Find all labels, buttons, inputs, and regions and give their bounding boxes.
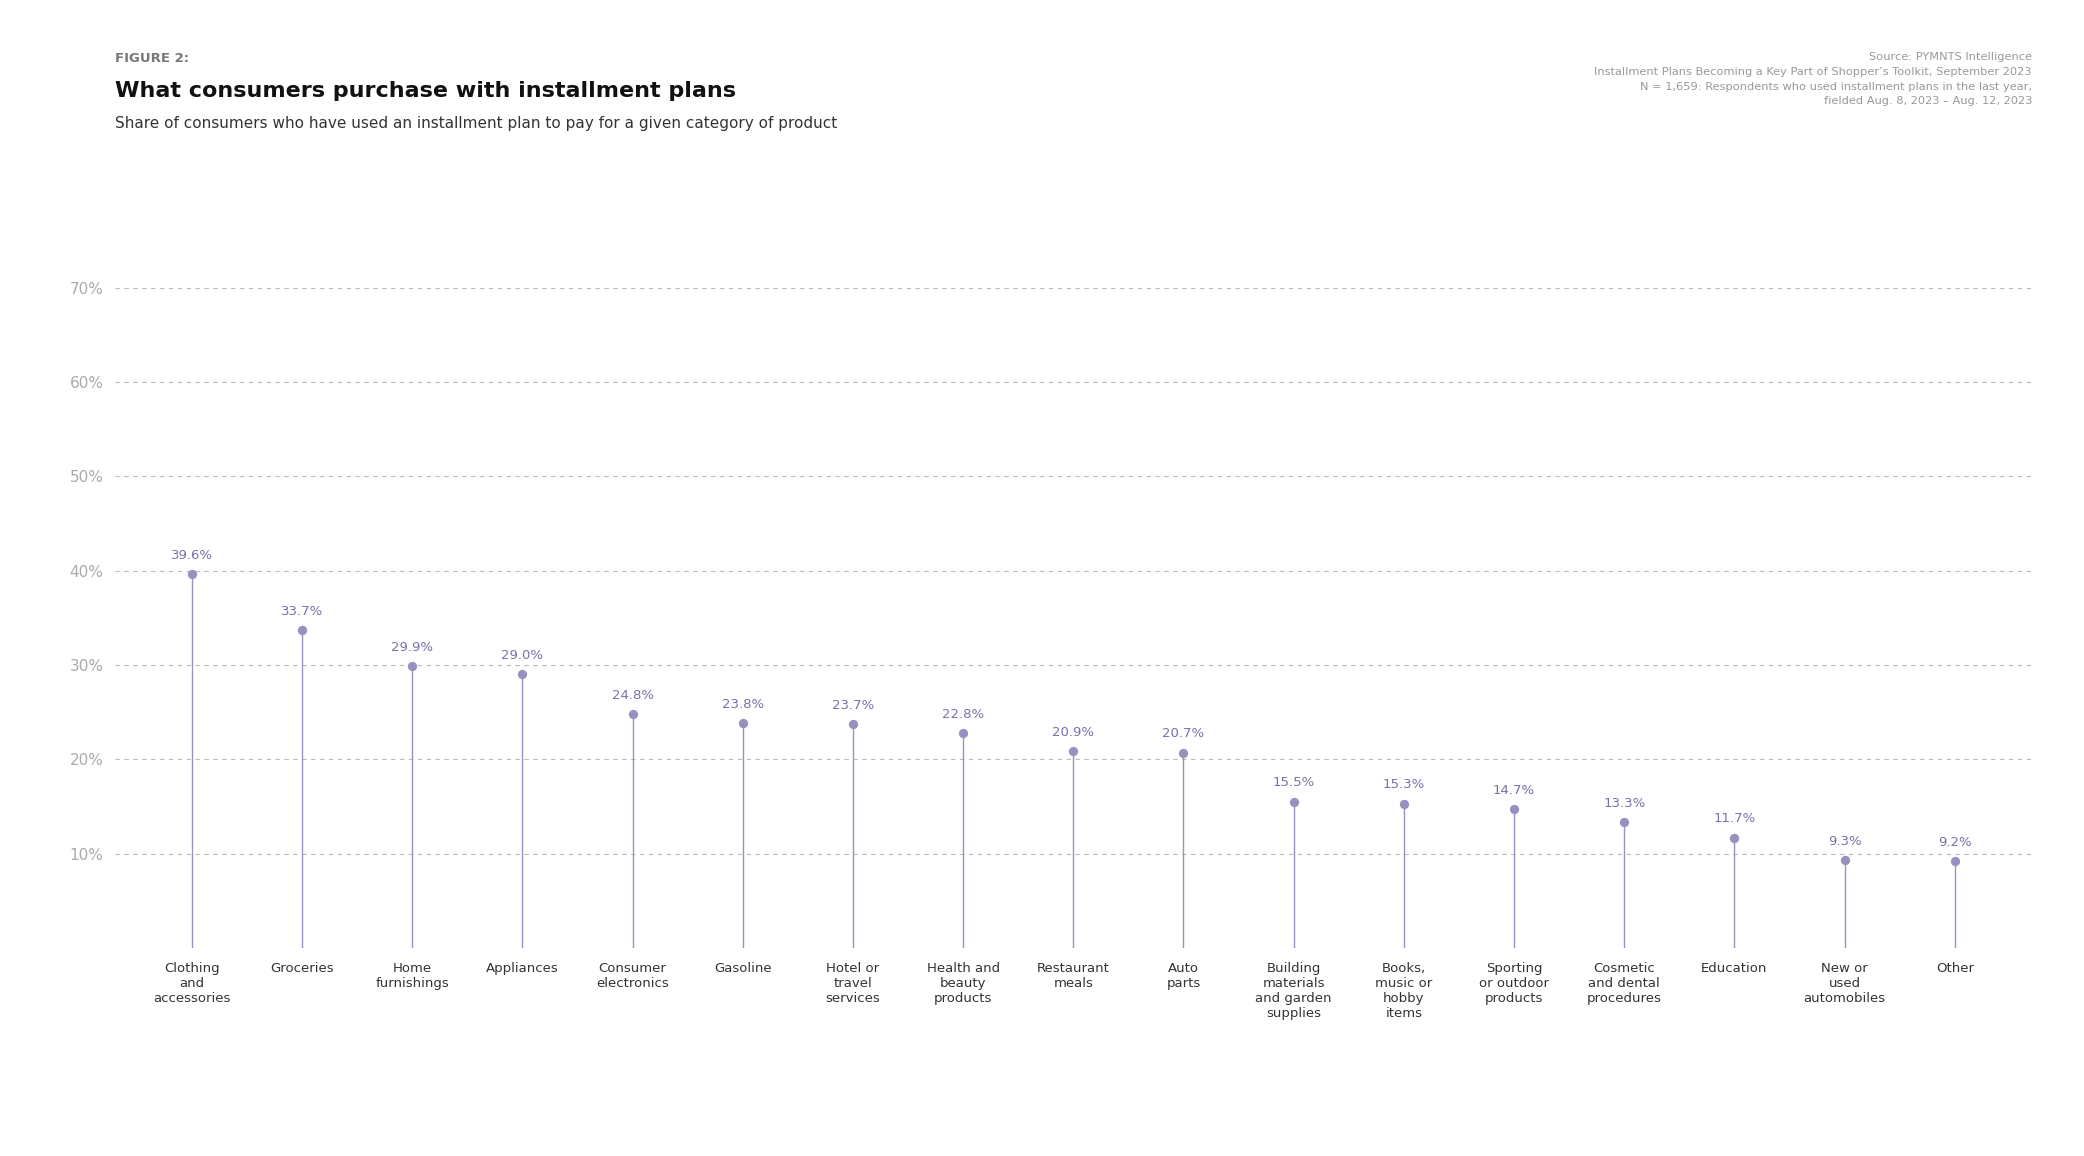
Point [1057,742,1090,761]
Text: 9.2%: 9.2% [1938,836,1971,849]
Point [1938,852,1971,870]
Point [725,714,759,733]
Point [836,716,869,734]
Point [1388,794,1421,813]
Point [1828,851,1861,869]
Text: FIGURE 2:: FIGURE 2: [115,52,190,65]
Text: 9.3%: 9.3% [1828,835,1861,849]
Point [1167,743,1200,762]
Text: 33.7%: 33.7% [281,605,323,617]
Text: 15.3%: 15.3% [1382,778,1425,792]
Text: What consumers purchase with installment plans: What consumers purchase with installment… [115,81,736,101]
Text: Source: PYMNTS Intelligence
Installment Plans Becoming a Key Part of Shopper’s T: Source: PYMNTS Intelligence Installment … [1594,52,2032,106]
Text: 29.0%: 29.0% [502,650,544,662]
Point [1496,800,1530,818]
Point [1277,793,1311,812]
Text: 15.5%: 15.5% [1273,777,1315,790]
Text: 39.6%: 39.6% [171,549,213,562]
Text: 22.8%: 22.8% [942,707,984,720]
Point [946,724,979,742]
Text: 20.9%: 20.9% [1052,726,1094,739]
Text: 29.9%: 29.9% [392,640,433,653]
Text: 11.7%: 11.7% [1713,813,1755,825]
Text: 23.7%: 23.7% [832,699,873,712]
Point [175,565,208,584]
Point [506,665,540,683]
Text: 23.8%: 23.8% [721,698,763,711]
Point [1607,814,1640,832]
Point [396,657,429,675]
Text: 14.7%: 14.7% [1492,784,1536,796]
Text: 24.8%: 24.8% [611,689,654,702]
Text: 13.3%: 13.3% [1603,798,1646,810]
Point [286,621,319,639]
Point [617,705,650,724]
Text: 20.7%: 20.7% [1163,727,1205,741]
Text: Share of consumers who have used an installment plan to pay for a given category: Share of consumers who have used an inst… [115,116,838,131]
Point [1717,829,1751,847]
